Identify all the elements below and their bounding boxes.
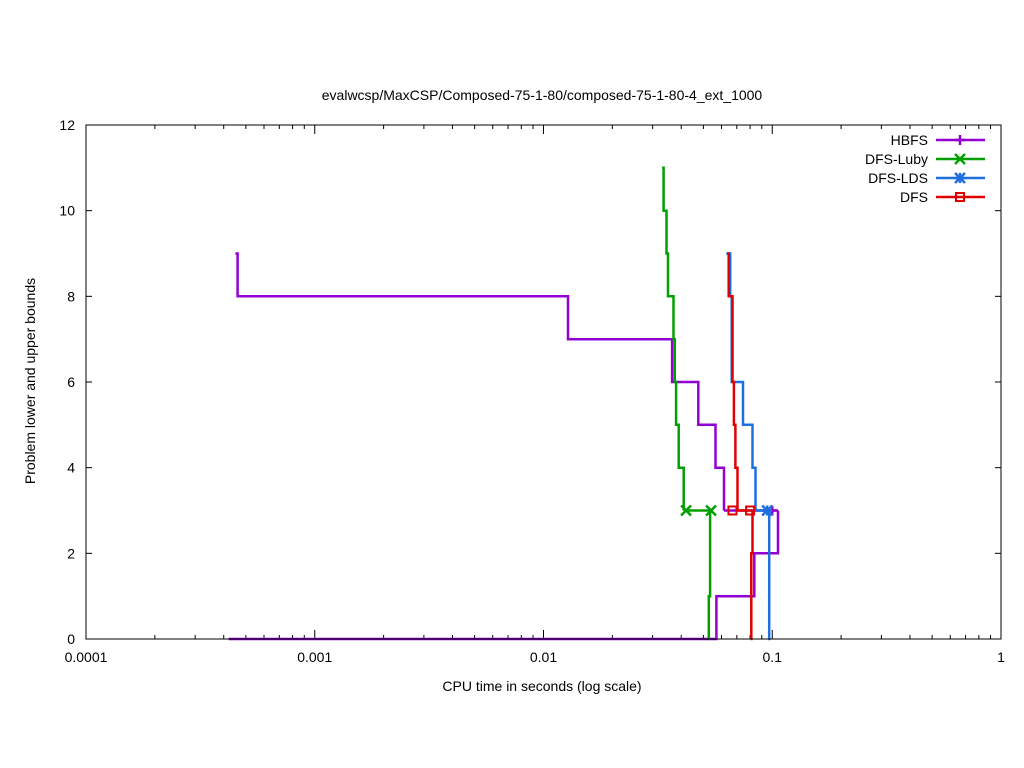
y-axis-label: Problem lower and upper bounds bbox=[22, 278, 38, 484]
legend-label: HBFS bbox=[891, 132, 928, 148]
legend-item: HBFS bbox=[891, 132, 985, 148]
x-tick-label: 0.001 bbox=[297, 649, 332, 665]
axes: 0 2 4 6 8 10 12 0.0001 0.001 0.01 0.1 1 bbox=[59, 117, 1005, 665]
y-tick-label: 10 bbox=[59, 203, 75, 219]
series-dfs-luby bbox=[662, 166, 717, 641]
legend-item: DFS-LDS bbox=[868, 170, 985, 186]
legend-label: DFS bbox=[900, 189, 928, 205]
y-tick-label: 0 bbox=[67, 631, 75, 647]
series-marker bbox=[680, 504, 692, 517]
plot-frame bbox=[85, 124, 1002, 640]
series-marker bbox=[727, 505, 738, 516]
series-dfs-luby-upper-bound bbox=[662, 166, 685, 511]
series-dfs-upper-bound bbox=[727, 252, 739, 511]
series-marker bbox=[745, 505, 756, 516]
y-tick-label: 6 bbox=[67, 374, 75, 390]
series-lines bbox=[228, 166, 780, 641]
series-dfs-lds-lower-bound bbox=[767, 510, 771, 641]
series-marker bbox=[761, 504, 774, 517]
y-tick-label: 8 bbox=[67, 288, 75, 304]
series-marker bbox=[954, 172, 966, 184]
legend-label: DFS-LDS bbox=[868, 170, 928, 186]
series-hbfs-lower-bound bbox=[228, 510, 780, 641]
y-tick-label: 2 bbox=[67, 545, 75, 561]
x-axis-label: CPU time in seconds (log scale) bbox=[442, 678, 641, 694]
series-dfs-lower-bound bbox=[750, 510, 754, 641]
series-hbfs-upper-bound bbox=[235, 252, 726, 511]
series-marker bbox=[955, 192, 965, 202]
legend-item: DFS-Luby bbox=[865, 151, 985, 167]
legend-label: DFS-Luby bbox=[865, 151, 928, 167]
series-dfs-lds-upper-bound bbox=[726, 252, 757, 511]
x-tick-label: 0.01 bbox=[530, 649, 557, 665]
legend-item: DFS bbox=[900, 189, 985, 205]
x-tick-label: 0.0001 bbox=[65, 649, 108, 665]
y-tick-label: 4 bbox=[67, 460, 75, 476]
series-hbfs bbox=[228, 252, 780, 641]
y-tick-label: 12 bbox=[59, 117, 75, 133]
legend: HBFS DFS-Luby DFS-LDS DFS bbox=[865, 132, 985, 205]
chart-title: evalwcsp/MaxCSP/Composed-75-1-80/compose… bbox=[322, 87, 763, 103]
series-marker bbox=[705, 504, 717, 517]
series-dfs-luby-lower-bound bbox=[707, 510, 712, 641]
series-marker bbox=[954, 153, 966, 165]
series-marker bbox=[955, 135, 965, 145]
x-tick-label: 0.1 bbox=[763, 649, 783, 665]
x-tick-label: 1 bbox=[997, 649, 1005, 665]
